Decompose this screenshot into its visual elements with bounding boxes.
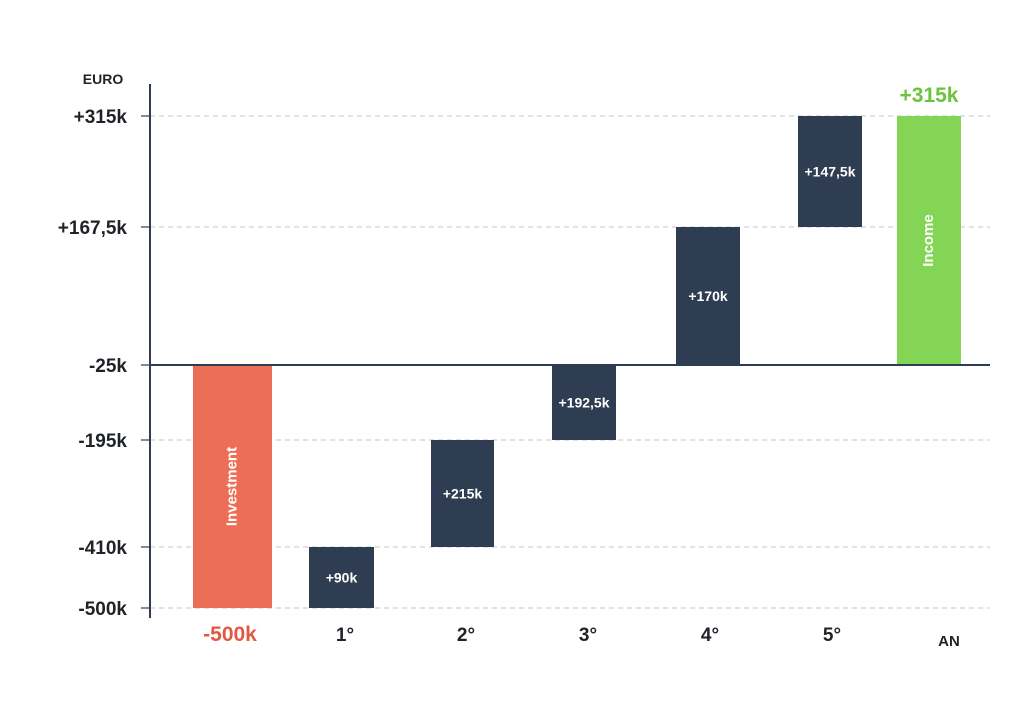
bar-value-label: +192,5k — [559, 395, 610, 411]
y-tick-label: -500k — [78, 599, 127, 620]
bar-layer — [193, 116, 961, 608]
income-bar — [897, 116, 961, 365]
delta-bar — [798, 116, 862, 227]
x-category-label: 3° — [579, 625, 597, 646]
bar-value-label: +215k — [443, 486, 483, 502]
y-tick-label: -410k — [78, 538, 127, 559]
x-category-label: 5° — [823, 625, 841, 646]
x-category-label: 4° — [701, 625, 719, 646]
x-category-label: 1° — [336, 625, 354, 646]
y-axis-unit-label: EURO — [83, 71, 124, 87]
y-tick-label: +315k — [74, 107, 128, 128]
x-category-label: 2° — [457, 625, 475, 646]
x-category-label-investment: -500k — [203, 623, 257, 646]
delta-bar — [552, 365, 616, 440]
delta-bar — [431, 440, 494, 547]
y-tick-label: +167,5k — [58, 218, 128, 239]
delta-bar — [676, 227, 740, 365]
bar-value-label: +147,5k — [805, 164, 856, 180]
delta-bar — [309, 547, 374, 608]
y-tick-label: -195k — [78, 431, 127, 452]
investment-bar — [193, 365, 272, 608]
bar-value-label: +170k — [688, 288, 728, 304]
investment-bar-label: Investment — [223, 447, 240, 526]
axis-layer — [149, 84, 990, 618]
x-axis-unit-label: AN — [938, 633, 960, 650]
income-bar-label: Income — [920, 214, 937, 267]
bar-value-label: +90k — [326, 570, 358, 586]
label-layer: EURO AN +315k +315k +167,5k -25k -195k -410k… — [58, 71, 960, 650]
y-tick-label: -25k — [89, 356, 127, 377]
total-value-annotation: +315k — [900, 84, 959, 107]
